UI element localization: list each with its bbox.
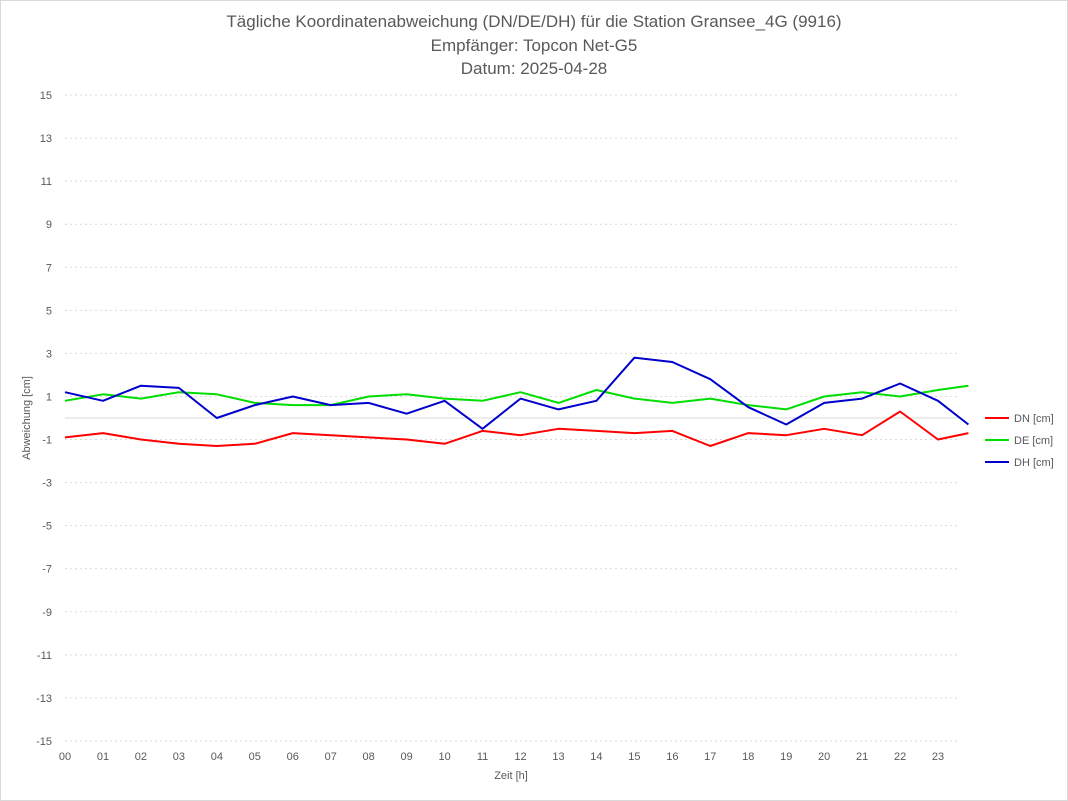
x-tick-label: 16 [666,751,678,763]
x-tick-label: 04 [211,751,223,763]
chart-title: Tägliche Koordinatenabweichung (DN/DE/DH… [226,12,842,31]
y-tick-label: 9 [46,219,52,231]
series-line-0 [64,410,969,447]
legend: DN [cm] DE [cm] DH [cm] [985,413,1054,469]
x-tick-label: 08 [363,751,375,763]
y-tick-label: 5 [46,305,52,317]
x-tick-label: 02 [135,751,147,763]
x-tick-label: 06 [287,751,299,763]
y-tick-label: 11 [41,176,52,188]
y-tick-label: -13 [36,693,52,705]
y-tick-label: -11 [37,650,52,662]
y-tick-label: 7 [46,262,52,274]
y-tick-label: -15 [36,736,52,748]
series-lines [64,356,970,447]
x-tick-label: 20 [818,751,830,763]
y-axis-label: Abweichung [cm] [21,376,33,460]
x-tick-label: 14 [590,751,602,763]
x-tick-label: 09 [401,751,413,763]
x-tick-label: 19 [780,751,792,763]
legend-label-2: DH [cm] [1014,457,1054,469]
x-tick-label: 17 [704,751,716,763]
series-line-1 [64,384,969,411]
legend-label-1: DE [cm] [1014,435,1053,447]
series-line-2 [64,356,970,430]
x-tick-label: 00 [59,751,71,763]
x-tick-label: 11 [477,751,488,763]
y-tick-label: -5 [42,521,52,533]
x-axis-ticks: 00 01 02 03 04 05 06 07 08 09 10 11 12 13 14 15 16 17 18 19… [59,751,944,763]
x-tick-label: 10 [438,751,450,763]
grid [65,94,960,742]
x-tick-label: 22 [894,751,906,763]
x-tick-label: 15 [628,751,640,763]
chart-subtitle: Empfänger: Topcon Net-G5 [430,36,638,55]
x-tick-label: 01 [97,751,109,763]
y-tick-label: 13 [40,133,52,145]
legend-label-0: DN [cm] [1014,413,1054,425]
y-tick-label: 3 [46,348,52,360]
x-tick-label: 18 [742,751,754,763]
x-tick-label: 13 [552,751,564,763]
x-tick-label: 12 [514,751,526,763]
y-tick-label: 1 [46,391,52,403]
y-tick-label: 15 [40,90,52,102]
x-axis-label: Zeit [h] [494,770,528,782]
y-tick-label: -1 [42,435,52,447]
x-tick-label: 23 [932,751,944,763]
y-tick-label: -3 [42,478,52,490]
chart-date: Datum: 2025-04-28 [460,59,608,78]
x-tick-label: 05 [249,751,261,763]
x-tick-label: 03 [173,751,185,763]
y-tick-label: -7 [42,564,52,576]
y-axis-ticks: 15 13 11 9 7 5 3 1 -1 -3 -5 -7 -9 -11 -13 -15 [36,90,52,748]
y-tick-label: -9 [42,607,52,619]
x-tick-label: 07 [325,751,337,763]
x-tick-label: 21 [856,751,868,763]
